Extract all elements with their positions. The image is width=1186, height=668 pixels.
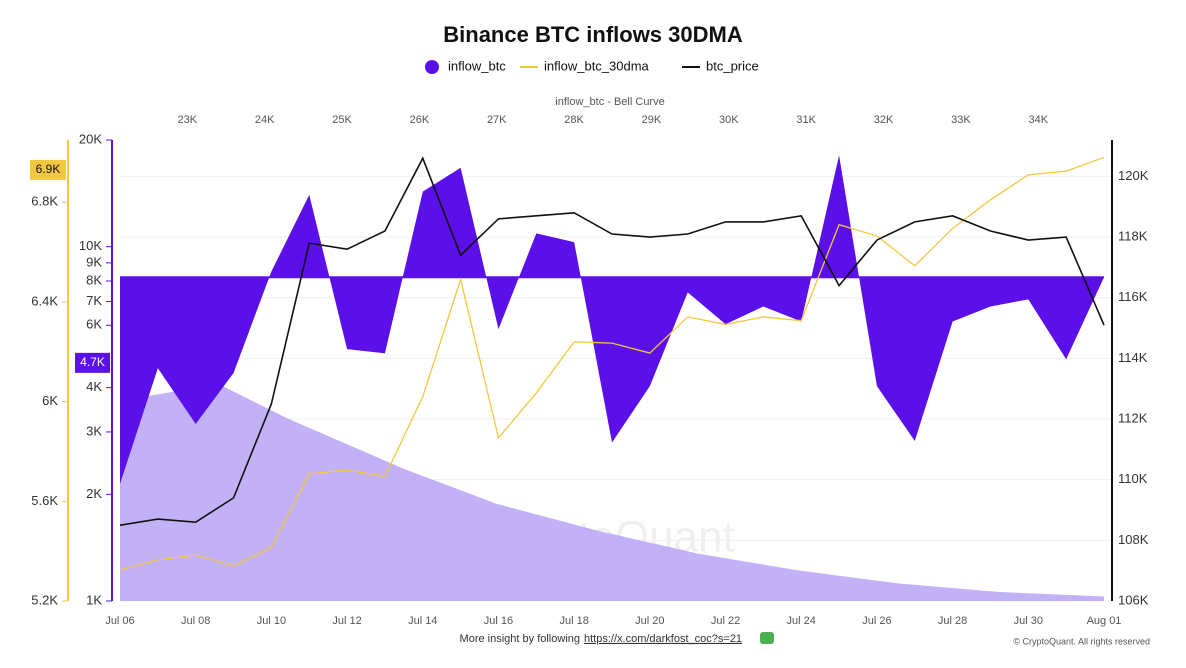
series-line [119,156,1105,571]
current-value-box [75,352,110,373]
x2-tick-label: 33K [951,114,971,126]
x2-tick-label: 31K [796,114,816,126]
x2-tick-label: 29K [642,114,662,126]
y2-tick-label: 106K [1118,592,1149,607]
x-tick-label: Jul 12 [332,615,361,627]
y3-tick-label: 6K [86,317,102,332]
current-value-label: 4.7K [80,355,105,369]
x2-tick-label: 28K [564,114,584,126]
x-tick-label: Jul 26 [862,615,891,627]
y-tick-label: 5.6K [31,493,58,508]
current-value-box [30,159,66,180]
series-line [119,156,1105,526]
y2-tick-label: 114K [1118,350,1148,365]
y2-tick-label: 120K [1118,168,1149,183]
x-tick-label: Jul 18 [559,615,588,627]
x-tick-label: Jul 22 [711,615,740,627]
frog-icon [760,632,774,644]
y3-tick-label: 3K [86,423,102,438]
x-tick-label: Jul 06 [105,615,134,627]
y2-tick-label: 108K [1118,532,1149,547]
x2-axis-label: inflow_btc - Bell Curve [555,96,664,108]
y3-tick-label: 2K [86,486,102,501]
y-tick-label: 6K [42,393,58,408]
x-tick-label: Jul 10 [257,615,286,627]
x-tick-label: Jul 30 [1014,615,1043,627]
x-tick-label: Jul 14 [408,615,437,627]
bell-curve-area [120,383,1104,601]
x-tick-label: Jul 16 [484,615,513,627]
x2-tick-label: 30K [719,114,739,126]
y3-tick-label: 4K [86,379,102,394]
x-tick-label: Jul 28 [938,615,967,627]
x-tick-label: Jul 08 [181,615,210,627]
y2-tick-label: 118K [1118,228,1148,243]
y3-tick-label: 20K [79,131,102,146]
legend-swatch [425,60,439,74]
copyright: © CryptoQuant. All rights reserved [1013,636,1150,646]
x2-tick-label: 24K [255,114,275,126]
x2-tick-label: 34K [1028,114,1048,126]
legend-label: inflow_btc [448,58,506,73]
x2-tick-label: 26K [410,114,430,126]
y3-tick-label: 1K [86,592,102,607]
chart-title: Binance BTC inflows 30DMA [443,22,743,47]
y3-tick-label: 10K [79,238,102,253]
legend-label: inflow_btc_30dma [544,58,650,73]
inflow-area [120,155,1104,484]
footer-link[interactable]: https://x.com/darkfost_coc?s=21 [584,633,742,645]
y-tick-label: 6.8K [31,194,58,209]
x2-tick-label: 23K [178,114,198,126]
x-tick-label: Aug 01 [1087,615,1122,627]
current-value-label: 6.9K [36,162,61,176]
y2-tick-label: 110K [1118,471,1148,486]
y3-tick-label: 9K [86,254,102,269]
footer-text: More insight by following [460,633,580,645]
legend-label: btc_price [706,58,759,73]
y-tick-label: 6.4K [31,293,58,308]
x2-tick-label: 25K [332,114,352,126]
x-tick-label: Jul 20 [635,615,664,627]
x2-tick-label: 27K [487,114,507,126]
x2-tick-label: 32K [874,114,894,126]
y3-tick-label: 8K [86,272,102,287]
y-tick-label: 5.2K [31,592,58,607]
y2-tick-label: 112K [1118,410,1148,425]
y2-tick-label: 116K [1118,289,1148,304]
y3-tick-label: 7K [86,293,102,308]
x-tick-label: Jul 24 [787,615,816,627]
